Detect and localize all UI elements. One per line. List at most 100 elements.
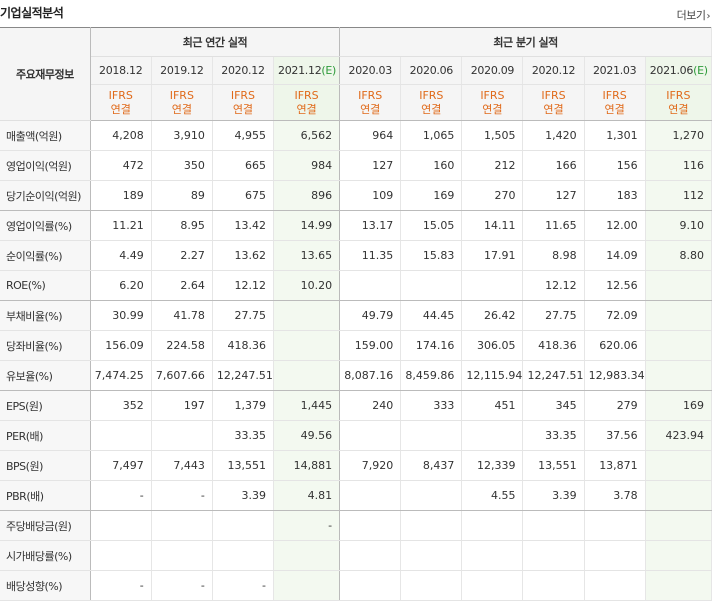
table-cell: 109	[339, 180, 402, 211]
row-label: 영업이익률(%)	[0, 210, 91, 241]
table-cell: 472	[90, 150, 152, 181]
table-cell: 13.65	[273, 240, 341, 271]
basis-header: IFRS 연결	[584, 84, 646, 121]
table-cell: 11.35	[339, 240, 402, 271]
table-cell	[461, 270, 524, 301]
table-cell: 127	[339, 150, 402, 181]
table-cell: 7,474.25	[90, 360, 152, 391]
table-cell: 11.65	[522, 210, 585, 241]
table-cell: 8,087.16	[339, 360, 402, 391]
basis-header: IFRS 연결	[151, 84, 213, 121]
table-row: EPS(원) 352 197 1,379 1,445 240 333 451 345 279 169	[0, 390, 713, 421]
table-cell: 984	[273, 150, 341, 181]
basis-scope: 연결	[296, 102, 317, 116]
table-cell: 306.05	[461, 330, 524, 361]
period-header: 2021.06(E)	[645, 56, 713, 85]
table-cell	[461, 420, 524, 451]
table-cell: 352	[90, 390, 152, 421]
table-cell: 12.00	[584, 210, 646, 241]
row-label: 배당성향(%)	[0, 570, 91, 601]
table-cell: 1,270	[645, 120, 713, 151]
table-cell: 224.58	[151, 330, 213, 361]
table-cell: 4,955	[212, 120, 275, 151]
table-cell	[273, 330, 341, 361]
table-cell	[339, 570, 402, 601]
basis-standard: IFRS	[169, 88, 194, 102]
period-header: 2018.12	[90, 56, 152, 85]
table-cell: 4.49	[90, 240, 152, 271]
table-cell	[461, 570, 524, 601]
table-cell	[645, 540, 713, 571]
table-cell	[273, 360, 341, 391]
table-cell: 26.42	[461, 300, 524, 331]
table-cell: 4.55	[461, 480, 524, 511]
table-cell: 12,247.51	[522, 360, 585, 391]
basis-header: IFRS 연결	[212, 84, 275, 121]
period-header: 2020.03	[339, 56, 402, 85]
row-label: ROE(%)	[0, 270, 91, 301]
table-cell: 8,437	[400, 450, 463, 481]
table-cell	[151, 420, 213, 451]
period-header: 2020.12	[212, 56, 275, 85]
table-cell	[400, 480, 463, 511]
period-header: 2020.06	[400, 56, 463, 85]
table-cell	[400, 570, 463, 601]
basis-scope: 연결	[668, 102, 689, 116]
table-cell	[151, 540, 213, 571]
table-cell: 11.21	[90, 210, 152, 241]
row-label: BPS(원)	[0, 450, 91, 481]
table-cell: 27.75	[212, 300, 275, 331]
table-cell: 10.20	[273, 270, 341, 301]
table-cell: 6.20	[90, 270, 152, 301]
row-label: EPS(원)	[0, 390, 91, 421]
table-cell: 423.94	[645, 420, 713, 451]
basis-standard: IFRS	[294, 88, 319, 102]
table-cell	[645, 450, 713, 481]
table-row: 순이익률(%) 4.49 2.27 13.62 13.65 11.35 15.83 17.91…	[0, 240, 713, 271]
period-header: 2019.12	[151, 56, 213, 85]
table-cell	[461, 540, 524, 571]
table-cell	[645, 570, 713, 601]
table-cell: 1,379	[212, 390, 275, 421]
table-cell	[400, 420, 463, 451]
table-cell: 13.42	[212, 210, 275, 241]
basis-standard: IFRS	[480, 88, 505, 102]
table-cell: 183	[584, 180, 646, 211]
table-cell: 30.99	[90, 300, 152, 331]
table-cell: 112	[645, 180, 713, 211]
table-cell: 33.35	[522, 420, 585, 451]
table-cell: -	[273, 510, 341, 541]
table-cell	[273, 300, 341, 331]
table-cell	[339, 270, 402, 301]
table-cell: 44.45	[400, 300, 463, 331]
basis-scope: 연결	[360, 102, 381, 116]
basis-standard: IFRS	[108, 88, 133, 102]
table-cell: 12,339	[461, 450, 524, 481]
table-cell	[400, 540, 463, 571]
table-cell: 3.39	[522, 480, 585, 511]
table-cell	[645, 300, 713, 331]
table-cell: 8.80	[645, 240, 713, 271]
basis-header: IFRS 연결	[90, 84, 152, 121]
table-row: 주당배당금(원) -	[0, 510, 713, 541]
table-cell: 620.06	[584, 330, 646, 361]
table-row: 영업이익률(%) 11.21 8.95 13.42 14.99 13.17 15.05 14.…	[0, 210, 713, 241]
table-cell: 156.09	[90, 330, 152, 361]
basis-header: IFRS 연결	[645, 84, 713, 121]
table-cell	[339, 510, 402, 541]
basis-standard: IFRS	[666, 88, 691, 102]
table-row: ROE(%) 6.20 2.64 12.12 10.20 12.12 12.56	[0, 270, 713, 301]
table-cell: 189	[90, 180, 152, 211]
table-cell: 9.10	[645, 210, 713, 241]
table-cell	[212, 510, 275, 541]
table-cell: 964	[339, 120, 402, 151]
table-cell: 12,115.94	[461, 360, 524, 391]
period-header: 2021.03	[584, 56, 646, 85]
period-label: 2020.12	[221, 64, 265, 77]
table-cell: -	[212, 570, 275, 601]
table-cell	[339, 480, 402, 511]
more-link[interactable]: 더보기›	[677, 7, 711, 23]
table-cell: 14.09	[584, 240, 646, 271]
financial-table: 주요재무정보 최근 연간 실적 최근 분기 실적 2018.12 2019.12 2…	[0, 27, 713, 601]
table-cell	[584, 570, 646, 601]
